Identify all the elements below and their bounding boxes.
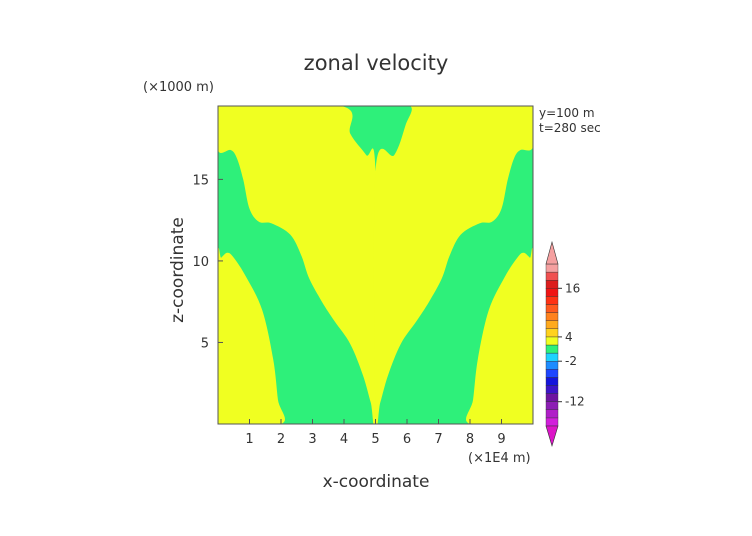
- colorbar-band: [545, 271, 559, 281]
- x-tick-label: 4: [340, 432, 348, 447]
- colorbar-band: [545, 385, 559, 394]
- x-tick-label: 7: [434, 432, 442, 447]
- colorbar-band: [545, 369, 559, 378]
- region-right-outer-positive: [466, 248, 533, 424]
- plot-area: [217, 105, 534, 425]
- info-line-y: y=100 m: [539, 106, 595, 120]
- region-right-inner-positive: [373, 106, 533, 424]
- colorbar-label: 4: [565, 330, 573, 344]
- colorbar-band: [545, 352, 559, 362]
- colorbar-band: [545, 304, 559, 313]
- colorbar-band: [545, 344, 559, 354]
- info-line-t: t=280 sec: [539, 121, 601, 135]
- x-tick-label: 8: [466, 432, 474, 447]
- region-left-outer-positive: [218, 248, 285, 424]
- y-axis-label: z-coordinate: [168, 217, 188, 323]
- x-tick-label: 1: [245, 432, 253, 447]
- colorbar-band: [545, 393, 559, 402]
- x-axis-ticks: 1 2 3 4 5 6 7 8 9: [245, 419, 506, 447]
- contour-regions: [218, 106, 533, 424]
- y-unit-label: (×1000 m): [143, 80, 214, 95]
- colorbar-label: -2: [565, 354, 577, 368]
- colorbar-band: [545, 336, 559, 346]
- x-axis-label: x-coordinate: [323, 472, 430, 492]
- colorbar-band: [545, 312, 559, 321]
- colorbar-band: [545, 280, 559, 289]
- region-left-inner-positive: [218, 106, 377, 424]
- x-tick-label: 3: [308, 432, 316, 447]
- x-tick-label: 5: [371, 432, 379, 447]
- colorbar-over-arrow: [545, 240, 559, 265]
- colorbar-band: [545, 328, 559, 338]
- y-tick-label: 5: [201, 336, 209, 351]
- colorbar-band: [545, 263, 559, 273]
- colorbar-band: [545, 401, 559, 411]
- colorbar-band: [545, 361, 559, 370]
- x-tick-label: 6: [403, 432, 411, 447]
- x-tick-label: 2: [277, 432, 285, 447]
- chart-title: zonal velocity: [304, 51, 449, 75]
- x-unit-label: (×1E4 m): [468, 451, 531, 466]
- colorbar-label: 16: [565, 281, 580, 295]
- colorbar-label: -12: [565, 395, 585, 409]
- colorbar-under-arrow: [545, 425, 559, 448]
- colorbar-band: [545, 409, 559, 419]
- colorbar-band: [545, 320, 559, 330]
- x-tick-label: 9: [497, 432, 505, 447]
- colorbar-band: [545, 296, 559, 305]
- colorbar-band: [545, 288, 559, 297]
- y-tick-label: 10: [192, 255, 209, 270]
- colorbar-band: [545, 417, 559, 427]
- colorbar-band: [545, 377, 559, 386]
- y-axis-ticks: 5 10 15: [192, 173, 223, 351]
- y-tick-label: 15: [192, 173, 209, 188]
- colorbar: 16 4 -2 -12: [545, 240, 585, 448]
